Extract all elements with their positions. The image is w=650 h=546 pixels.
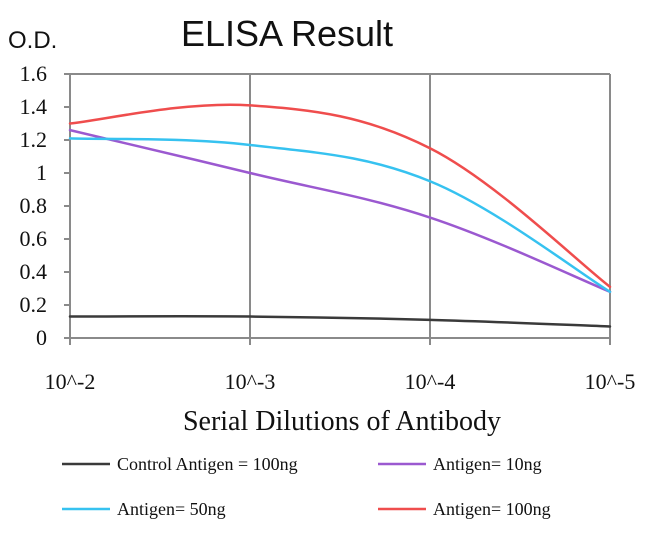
legend: Control Antigen = 100ng Antigen= 10ng Anti… bbox=[62, 454, 551, 519]
y-tick-labels: 0 0.2 0.4 0.6 0.8 1 1.2 1.4 1.6 bbox=[20, 61, 48, 350]
y-tick-label: 0 bbox=[36, 325, 47, 350]
grid-lines bbox=[70, 73, 611, 338]
series-line-antigen-50ng bbox=[68, 137, 612, 294]
legend-item-antigen-100ng: Antigen= 100ng bbox=[378, 499, 551, 519]
series-lines bbox=[68, 103, 612, 328]
y-tick-label: 1.2 bbox=[20, 127, 48, 152]
legend-label: Antigen= 10ng bbox=[433, 454, 542, 474]
x-tick-label: 10^-2 bbox=[45, 369, 96, 394]
legend-item-control-antigen-100ng: Control Antigen = 100ng bbox=[62, 454, 298, 474]
series-line-control-antigen-100ng bbox=[68, 315, 612, 328]
y-tick-label: 1.6 bbox=[20, 61, 48, 86]
y-tick-label: 0.8 bbox=[20, 193, 48, 218]
series-line-antigen-100ng bbox=[68, 103, 612, 289]
x-tick-label: 10^-5 bbox=[585, 369, 636, 394]
x-axis-label: Serial Dilutions of Antibody bbox=[183, 406, 501, 437]
y-tick-label: 0.4 bbox=[20, 259, 48, 284]
legend-label: Antigen= 50ng bbox=[117, 499, 226, 519]
x-tick-label: 10^-4 bbox=[405, 369, 456, 394]
x-tick-labels: 10^-2 10^-3 10^-4 10^-5 bbox=[45, 369, 636, 394]
chart-title: ELISA Result bbox=[181, 13, 393, 54]
y-tick-label: 0.2 bbox=[20, 292, 48, 317]
y-tick-label: 1 bbox=[36, 160, 47, 185]
axes bbox=[64, 73, 611, 345]
legend-item-antigen-50ng: Antigen= 50ng bbox=[62, 499, 226, 519]
legend-label: Antigen= 100ng bbox=[433, 499, 551, 519]
y-axis-label: O.D. bbox=[8, 27, 57, 54]
y-tick-label: 0.6 bbox=[20, 226, 48, 251]
plot-area: 00.20.40.60.811.21.41.6 10^-2 10^-3 10^-4 1… bbox=[20, 61, 636, 394]
series-line-antigen-10ng bbox=[68, 128, 612, 294]
legend-label: Control Antigen = 100ng bbox=[117, 454, 298, 474]
legend-item-antigen-10ng: Antigen= 10ng bbox=[378, 454, 542, 474]
y-tick-label: 1.4 bbox=[20, 94, 48, 119]
x-tick-label: 10^-3 bbox=[225, 369, 276, 394]
